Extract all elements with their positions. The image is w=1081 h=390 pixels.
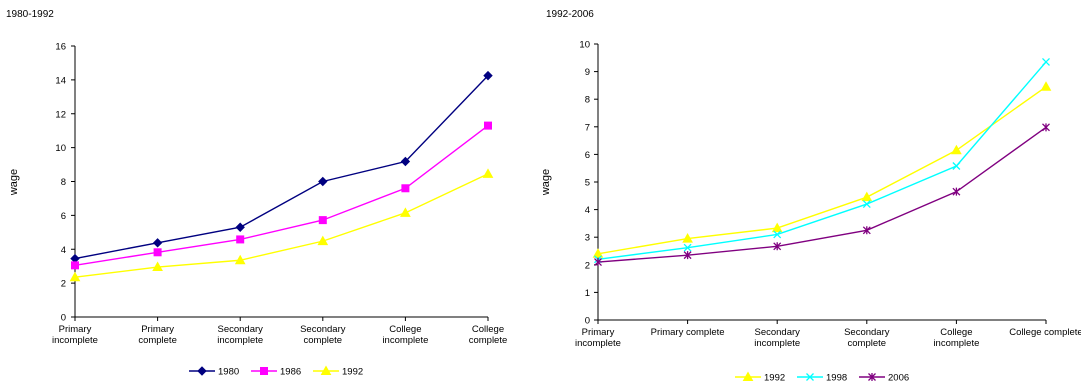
data-point-2006 bbox=[1042, 123, 1050, 132]
x-tick-label: Secondary incomplete bbox=[217, 324, 263, 346]
data-point-1992 bbox=[682, 233, 693, 243]
x-tick-label: Primary incomplete bbox=[52, 324, 98, 346]
data-point-2006 bbox=[862, 226, 871, 235]
y-tick-label: 0 bbox=[585, 316, 590, 327]
y-tick-label: 2 bbox=[585, 260, 590, 271]
data-point-1998 bbox=[1042, 57, 1050, 66]
y-tick-label: 10 bbox=[55, 143, 66, 154]
chart-panel-1980-1992: 1980-1992 0 2 4 6 8 10 12 14 16 Primary incomplete… bbox=[0, 0, 540, 385]
data-point-1986 bbox=[71, 261, 79, 270]
series-line-1986 bbox=[74, 125, 489, 267]
x-tick-label: Primary complete bbox=[138, 324, 177, 346]
series-line-1992 bbox=[597, 86, 1047, 255]
y-tick-label: 8 bbox=[61, 177, 66, 188]
series-line-1998 bbox=[597, 61, 1047, 260]
legend-label-1992: 1992 bbox=[764, 373, 785, 384]
line-chart-1992-2006: 0 1 2 3 4 5 6 7 8 9 10 Primary incomplete Primary com… bbox=[540, 40, 1081, 384]
legend-label-1980: 1980 bbox=[218, 367, 239, 378]
data-point-2006 bbox=[952, 187, 961, 196]
data-point-1992 bbox=[69, 271, 81, 282]
data-point-1986 bbox=[401, 184, 410, 193]
data-point-1980 bbox=[152, 238, 163, 248]
x-tick-label: College incomplete bbox=[933, 327, 979, 349]
data-point-1980 bbox=[483, 70, 493, 81]
legend-marker-1992 bbox=[320, 365, 332, 375]
data-point-1992 bbox=[152, 261, 163, 272]
data-point-1998 bbox=[773, 230, 782, 239]
y-tick-label: 12 bbox=[55, 109, 66, 120]
x-tick-label: College complete bbox=[469, 324, 508, 346]
data-point-1992 bbox=[592, 248, 604, 258]
y-axis-label: wage bbox=[8, 169, 20, 196]
y-tick-label: 2 bbox=[61, 279, 66, 290]
y-tick-label: 4 bbox=[585, 205, 590, 216]
series-line-1980 bbox=[74, 75, 489, 260]
chart-title: 1980-1992 bbox=[6, 9, 54, 20]
data-point-1998 bbox=[683, 243, 692, 252]
legend-marker-1986 bbox=[260, 367, 268, 375]
data-point-1992 bbox=[234, 254, 246, 265]
y-tick-label: 16 bbox=[55, 42, 66, 53]
x-tick-label: Primary incomplete bbox=[575, 327, 621, 349]
data-point-2006 bbox=[773, 242, 782, 251]
data-point-1980 bbox=[400, 156, 411, 167]
y-tick-label: 0 bbox=[61, 313, 66, 324]
data-point-1998 bbox=[952, 162, 961, 170]
data-point-1998 bbox=[862, 200, 871, 209]
legend-marker-1992 bbox=[742, 371, 754, 381]
data-point-1992 bbox=[771, 222, 783, 233]
y-tick-label: 10 bbox=[579, 40, 590, 51]
data-point-1992 bbox=[951, 144, 962, 155]
x-tick-label: Secondary incomplete bbox=[754, 327, 800, 349]
data-point-1986 bbox=[153, 248, 162, 257]
legend-label-1998: 1998 bbox=[826, 373, 847, 384]
y-tick-label: 1 bbox=[585, 288, 590, 299]
x-tick-label: College incomplete bbox=[382, 324, 428, 346]
y-tick-label: 7 bbox=[585, 122, 590, 133]
legend-marker-2006 bbox=[868, 373, 876, 381]
data-point-1986 bbox=[318, 216, 327, 225]
y-tick-label: 4 bbox=[61, 245, 66, 256]
data-point-1992 bbox=[317, 235, 329, 246]
data-point-2006 bbox=[683, 251, 692, 260]
y-tick-label: 8 bbox=[585, 95, 590, 106]
data-point-1992 bbox=[861, 191, 873, 202]
y-tick-label: 9 bbox=[585, 67, 590, 78]
data-point-1986 bbox=[484, 121, 492, 130]
data-point-1986 bbox=[236, 235, 245, 244]
legend-label-2006: 2006 bbox=[888, 373, 909, 384]
data-point-1980 bbox=[235, 222, 245, 232]
data-point-1992 bbox=[1040, 81, 1052, 91]
data-point-1992 bbox=[400, 207, 411, 217]
y-tick-label: 14 bbox=[55, 75, 66, 86]
series-line-2006 bbox=[597, 126, 1047, 263]
y-tick-label: 6 bbox=[585, 150, 590, 161]
legend-marker-1998 bbox=[806, 373, 814, 381]
legend-marker-1980 bbox=[197, 366, 207, 376]
data-point-1980 bbox=[318, 176, 328, 187]
x-tick-label: Secondary complete bbox=[300, 324, 346, 346]
x-tick-label: College complete bbox=[1009, 327, 1081, 338]
x-tick-label: Primary complete bbox=[651, 327, 725, 338]
data-point-2006 bbox=[594, 258, 602, 267]
y-axis-label: wage bbox=[540, 169, 552, 196]
y-tick-label: 6 bbox=[61, 211, 66, 222]
legend-label-1986: 1986 bbox=[280, 367, 301, 378]
x-tick-label: Secondary complete bbox=[844, 327, 890, 349]
data-point-1992 bbox=[482, 168, 494, 178]
y-tick-label: 5 bbox=[585, 178, 590, 189]
y-tick-label: 3 bbox=[585, 233, 590, 244]
legend-label-1992: 1992 bbox=[342, 367, 363, 378]
chart-panel-1992-2006: 1992-2006 0 1 2 3 4 5 6 7 8 9 10 Primary incomplete P… bbox=[540, 0, 1081, 385]
chart-title: 1992-2006 bbox=[546, 9, 594, 20]
series-line-1992 bbox=[74, 173, 489, 278]
line-chart-1980-1992: 0 2 4 6 8 10 12 14 16 Primary incomplete Primary com… bbox=[8, 42, 508, 378]
